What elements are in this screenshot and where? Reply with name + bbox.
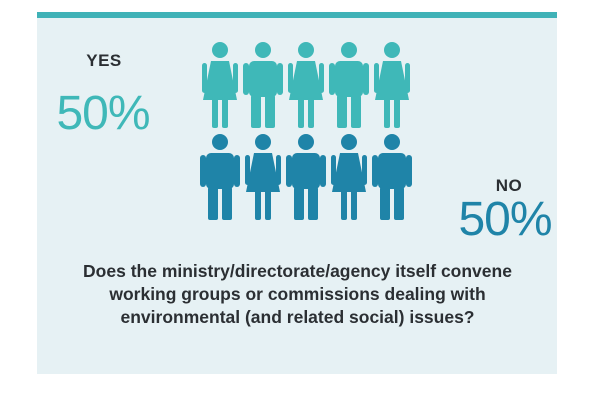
yes-person-male-4 <box>329 42 369 128</box>
no-person-male-3 <box>286 134 326 220</box>
survey-question: Does the ministry/directorate/agency its… <box>83 261 512 327</box>
no-person-male-5 <box>372 134 412 220</box>
no-person-female-2 <box>245 134 281 220</box>
no-person-female-4 <box>331 134 367 220</box>
no-percentage: 50% <box>458 193 552 246</box>
yes-person-female-3 <box>288 42 324 128</box>
yes-label: YES <box>86 51 122 70</box>
yes-person-female-5 <box>374 42 410 128</box>
yes-person-male-2 <box>243 42 283 128</box>
yes-percentage: 50% <box>56 87 150 140</box>
no-label: NO <box>495 176 523 195</box>
no-person-male-1 <box>200 134 240 220</box>
yes-person-female-1 <box>202 42 238 128</box>
